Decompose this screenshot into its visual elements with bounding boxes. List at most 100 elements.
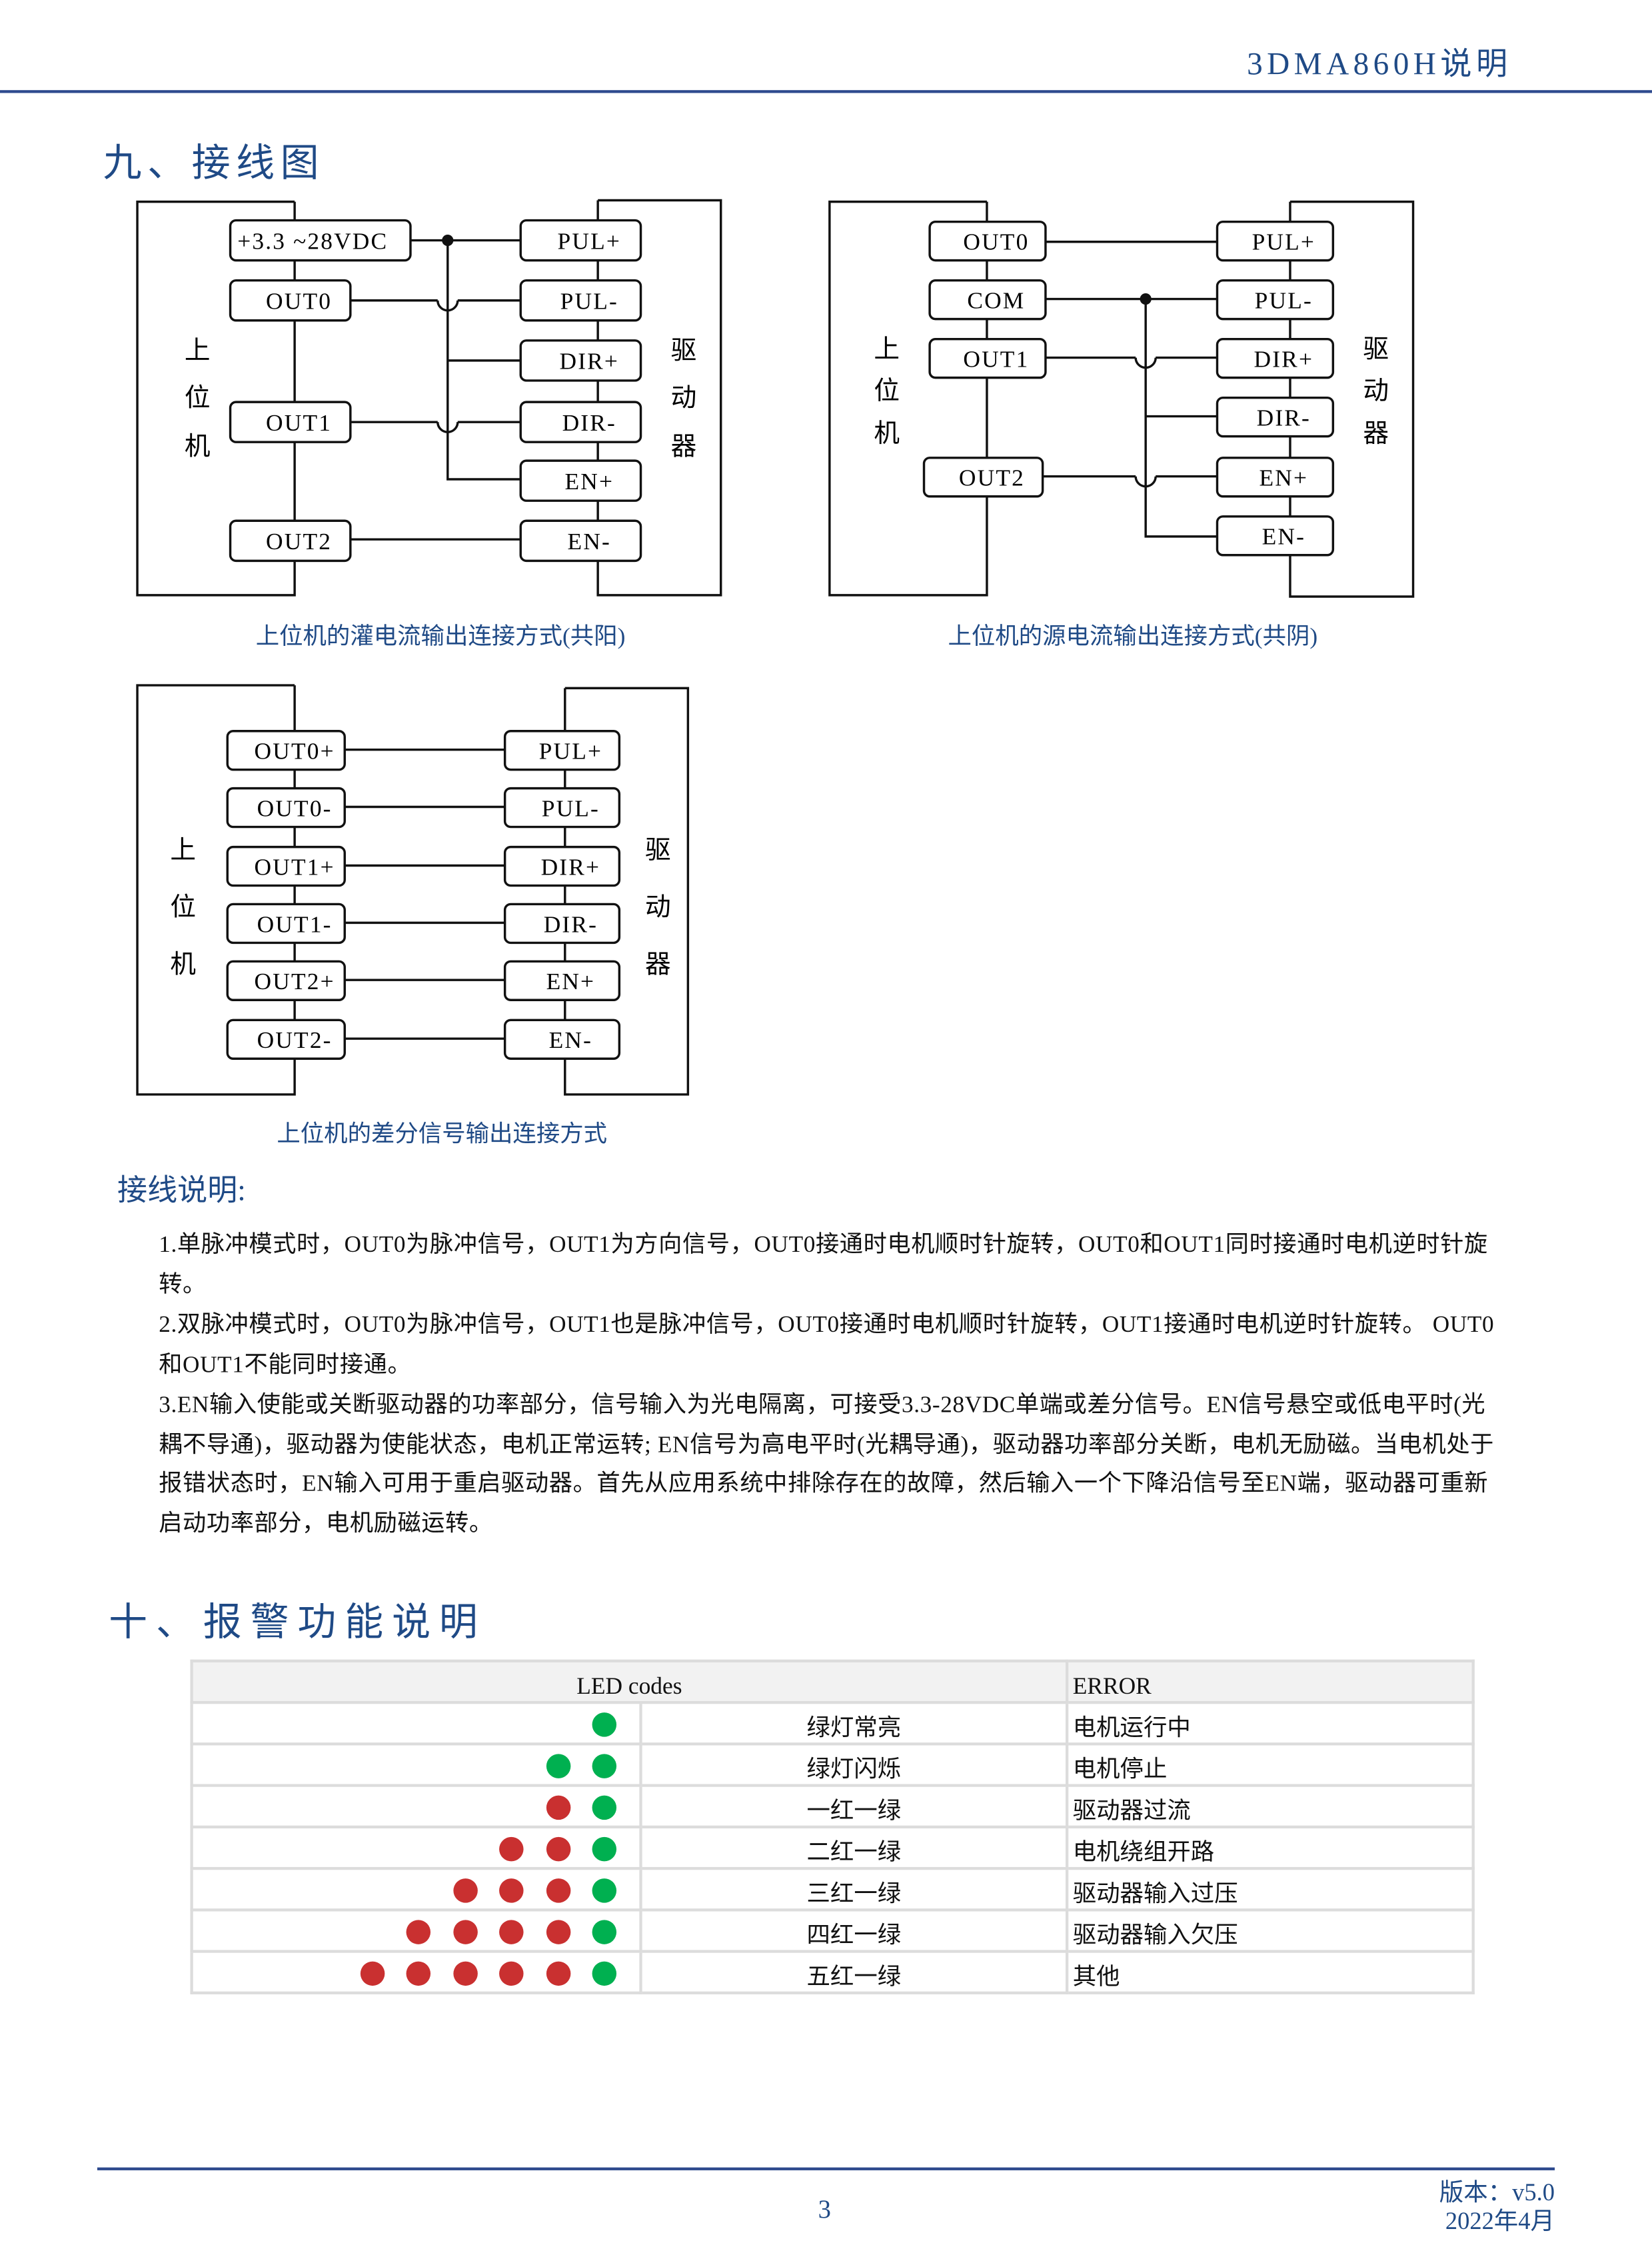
terminal-label: OUT1- [257, 911, 333, 937]
alarm-row: 绿灯常亮 电机运行中 [190, 1700, 1475, 1746]
driver-terminal: PUL- [519, 279, 642, 322]
diagram2-caption: 上位机的源电流输出连接方式(共阴) [948, 623, 1318, 649]
green-led-dot [545, 1754, 570, 1779]
red-led-dot [359, 1962, 385, 1986]
driver-terminal: DIR- [503, 903, 621, 945]
header-error: ERROR [1065, 1659, 1475, 1704]
led-pattern: 四红一绿 [639, 1908, 1069, 1953]
driver-terminal: EN+ [503, 960, 621, 1001]
red-led-dot [545, 1878, 570, 1904]
red-led-dot [499, 1837, 524, 1862]
driver-label: 驱 [671, 337, 697, 365]
driver-terminal: DIR+ [503, 845, 621, 887]
led-pattern: 绿灯常亮 [639, 1700, 1069, 1746]
host-terminal: OUT2+ [226, 960, 346, 1001]
led-indicator [190, 1825, 642, 1870]
green-led-dot [592, 1837, 617, 1862]
error-description: 电机运行中 [1065, 1700, 1475, 1746]
led-pattern: 一红一绿 [639, 1784, 1069, 1828]
wire-crossover [436, 422, 459, 433]
driver-terminal: PUL+ [519, 219, 642, 262]
section-heading-wiring: 九、接线图 [103, 141, 325, 185]
wire-crossover [436, 300, 459, 312]
alarm-row: 四红一绿 驱动器输入欠压 [190, 1908, 1475, 1953]
terminal-label: DIR- [562, 409, 616, 436]
date: 2022年4月 [1445, 2207, 1555, 2235]
terminal-supply: +3.3 ~28VDC [229, 219, 412, 262]
alarm-row: 二红一绿 电机绕组开路 [190, 1825, 1475, 1870]
junction-dot [442, 234, 454, 247]
green-led-dot [592, 1796, 617, 1820]
red-led-dot [499, 1920, 524, 1945]
led-pattern: 五红一绿 [639, 1950, 1069, 1994]
green-led-dot [592, 1962, 617, 1986]
wire-crossover [1134, 357, 1157, 369]
note-3: 3.EN输入使能或关断驱动器的功率部分，信号输入为光电隔离，可接受3.3-28V… [159, 1390, 1494, 1537]
red-led-dot [406, 1920, 431, 1945]
terminal-label: OUT1 [266, 409, 332, 436]
host-terminal: OUT1- [226, 903, 346, 945]
header-led-codes: LED codes [190, 1659, 1069, 1704]
host-label: 位 [874, 377, 900, 405]
error-description: 驱动器输入过压 [1065, 1866, 1475, 1912]
red-led-dot [545, 1962, 570, 1986]
alarm-row: 一红一绿 驱动器过流 [190, 1784, 1475, 1828]
terminal-label: OUT1+ [255, 853, 335, 880]
red-led-dot [499, 1962, 524, 1986]
error-description: 电机绕组开路 [1065, 1825, 1475, 1870]
led-pattern: 二红一绿 [639, 1825, 1069, 1870]
alarm-row: 五红一绿 其他 [190, 1950, 1475, 1994]
terminal-label: OUT0 [963, 229, 1029, 255]
terminal-label: PUL- [1255, 287, 1313, 314]
terminal-label: PUL+ [539, 738, 602, 765]
green-led-dot [592, 1920, 617, 1945]
terminal-label: +3.3 ~28VDC [237, 227, 388, 254]
note-2: 2.双脉冲模式时，OUT0为脉冲信号，OUT1也是脉冲信号，OUT0接通时电机顺… [159, 1310, 1495, 1378]
header-divider [0, 90, 1652, 93]
terminal-label: OUT0- [257, 795, 333, 821]
driver-terminal: EN- [519, 519, 642, 563]
terminal-label: OUT2- [257, 1027, 333, 1053]
host-terminal: OUT2 [229, 519, 352, 563]
wiring-notes: 1.单脉冲模式时，OUT0为脉冲信号，OUT1为方向信号，OUT0接通时电机顺时… [159, 1224, 1503, 1544]
terminal-label: EN+ [1259, 465, 1308, 491]
red-led-dot [452, 1962, 477, 1986]
driver-label: 动 [671, 385, 697, 413]
wiring-notes-heading: 接线说明: [117, 1172, 246, 1208]
driver-terminal: DIR+ [1216, 337, 1335, 379]
host-label: 位 [170, 893, 196, 922]
note-1: 1.单脉冲模式时，OUT0为脉冲信号，OUT1为方向信号，OUT0接通时电机顺时… [159, 1230, 1488, 1298]
driver-terminal: PUL- [503, 787, 621, 829]
diagram1-caption: 上位机的灌电流输出连接方式(共阳) [256, 623, 626, 649]
driver-label: 动 [645, 894, 671, 922]
section-heading-alarm: 十、报警功能说明 [109, 1600, 486, 1644]
host-terminal: OUT0 [229, 279, 352, 322]
host-label: 机 [185, 433, 211, 461]
alarm-table: LED codes ERROR 绿灯常亮 电机运行中 绿灯闪烁 电机停止 一红一绿 驱动器… [190, 1659, 1475, 1994]
host-terminal: OUT1 [229, 401, 352, 443]
driver-terminal: EN+ [519, 459, 642, 502]
diagram3-caption: 上位机的差分信号输出连接方式 [277, 1121, 607, 1147]
junction-dot [1140, 293, 1152, 305]
page-number: 3 [818, 2194, 832, 2224]
footer-divider [97, 2167, 1555, 2170]
host-terminal: OUT0- [226, 787, 346, 829]
driver-terminal: PUL- [1216, 279, 1335, 321]
host-label: 机 [170, 951, 196, 979]
terminal-label: DIR+ [560, 348, 620, 375]
driver-terminal: PUL+ [503, 730, 621, 771]
driver-terminal: EN- [503, 1019, 621, 1060]
green-led-dot [592, 1878, 617, 1904]
driver-label: 器 [1363, 420, 1389, 448]
terminal-label: DIR- [1257, 405, 1311, 431]
led-indicator [190, 1908, 642, 1953]
terminal-label: PUL- [560, 288, 618, 315]
terminal-label: EN+ [546, 968, 596, 995]
green-led-dot [592, 1754, 617, 1779]
terminal-label: PUL+ [558, 227, 621, 254]
led-indicator [190, 1742, 642, 1787]
host-terminal: OUT2 [922, 457, 1044, 498]
terminal-label: EN- [568, 528, 611, 555]
terminal-label: OUT2 [959, 465, 1025, 491]
